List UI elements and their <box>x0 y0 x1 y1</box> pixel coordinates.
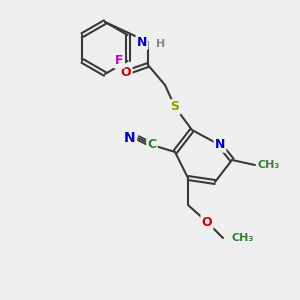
Text: H: H <box>156 39 165 49</box>
Text: S: S <box>170 100 179 113</box>
Text: CH₃: CH₃ <box>231 233 253 243</box>
Text: CH₃: CH₃ <box>258 160 280 170</box>
Text: F: F <box>115 55 124 68</box>
Text: C: C <box>147 139 157 152</box>
Text: N: N <box>215 139 225 152</box>
Text: N: N <box>124 131 136 145</box>
Text: N: N <box>137 35 147 49</box>
Text: O: O <box>202 215 212 229</box>
Text: O: O <box>121 65 131 79</box>
